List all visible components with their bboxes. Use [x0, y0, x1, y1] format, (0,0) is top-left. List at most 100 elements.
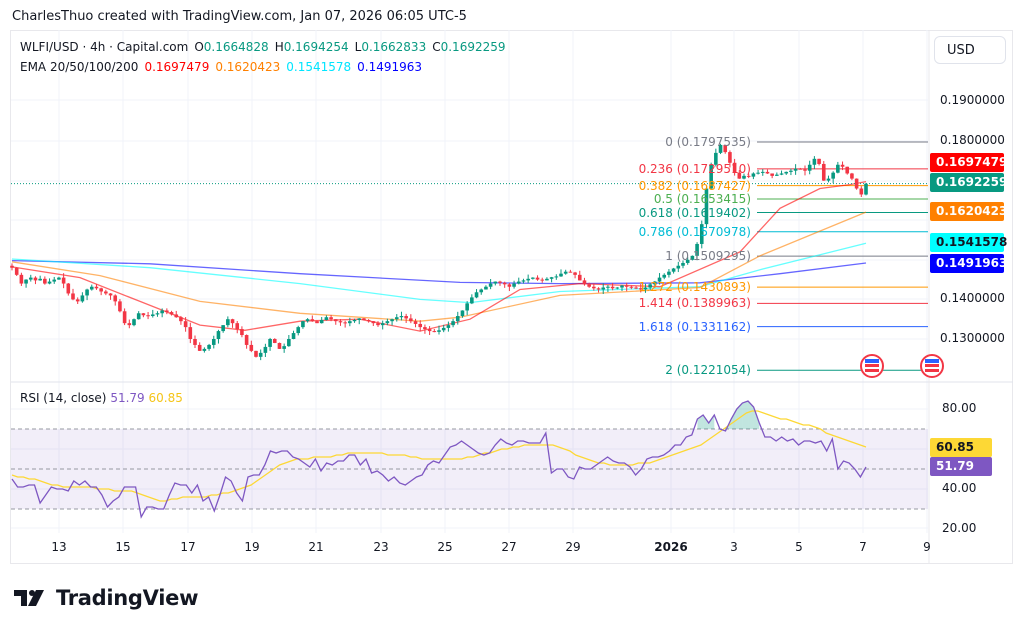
candle-body	[526, 278, 530, 281]
candle	[71, 288, 75, 301]
candle-body	[230, 319, 235, 324]
candle	[699, 220, 704, 249]
us-event-flag-icon[interactable]	[860, 354, 884, 378]
candle	[366, 319, 371, 323]
candle	[760, 169, 765, 176]
candle-body	[418, 323, 423, 328]
candle	[409, 314, 413, 324]
candle-body	[793, 168, 798, 171]
candle-body	[118, 301, 122, 312]
candle-body	[211, 339, 216, 345]
rsi-label[interactable]: RSI (14, close)	[20, 391, 107, 405]
candle-body	[559, 273, 563, 277]
candle	[390, 318, 394, 326]
candle	[235, 320, 240, 334]
candle-body	[324, 317, 329, 320]
candle	[329, 314, 333, 322]
time-axis-label: 25	[437, 540, 453, 554]
candle	[455, 311, 460, 325]
price-axis-label: 0.1400000	[940, 291, 1005, 306]
candle-body	[502, 282, 507, 285]
candle-body	[732, 162, 737, 173]
ema200-line	[11, 259, 867, 285]
candle	[742, 173, 746, 180]
candle	[803, 165, 807, 176]
candle	[268, 337, 272, 351]
candle	[85, 288, 89, 301]
rsi-axis-label: 20.00	[942, 521, 977, 535]
candle-body	[80, 295, 85, 302]
candle	[807, 160, 812, 175]
high-value: 0.1694254	[283, 40, 349, 54]
candle-body	[807, 164, 812, 171]
tradingview-logo[interactable]: TradingView	[14, 586, 198, 610]
candle	[75, 297, 80, 304]
candle	[352, 318, 357, 323]
candle	[99, 287, 103, 296]
candle-body	[352, 319, 357, 322]
candle	[845, 166, 850, 175]
candle-body	[714, 152, 718, 165]
candle	[24, 279, 28, 288]
candle	[479, 288, 484, 295]
candle	[657, 273, 662, 285]
candle	[587, 282, 591, 288]
candle-body	[441, 327, 446, 331]
candle-body	[136, 313, 141, 320]
candle-body	[127, 323, 132, 326]
candle-body	[244, 335, 249, 345]
candle	[662, 273, 667, 280]
candle	[465, 301, 469, 316]
candle	[531, 277, 535, 280]
candle-body	[357, 318, 362, 320]
candle-body	[549, 277, 554, 279]
candle-body	[291, 333, 296, 339]
candle	[601, 283, 606, 295]
symbol-label[interactable]: WLFI/USD · 4h · Capital.com	[20, 40, 189, 54]
candle	[770, 173, 774, 179]
candle	[690, 255, 695, 261]
ema100-tag: 0.1541578	[930, 233, 1007, 252]
fib-label-0.618: 0.618 (0.1619402)	[638, 205, 751, 220]
candle-body	[296, 327, 301, 334]
candle-body	[751, 173, 756, 177]
candle-body	[188, 327, 193, 339]
ema-label[interactable]: EMA 20/50/100/200	[20, 60, 139, 74]
candle-body	[193, 339, 197, 345]
candle	[230, 318, 235, 328]
ema20-tag: 0.1697479	[930, 153, 1007, 172]
time-axis-label: 27	[501, 540, 517, 554]
flag-stripe	[925, 364, 939, 367]
currency-button[interactable]: USD	[934, 36, 1006, 64]
us-event-flag-icon[interactable]	[920, 354, 944, 378]
fib-label-2: 2 (0.1221054)	[665, 363, 751, 378]
candle-body	[61, 277, 66, 284]
candle	[624, 282, 629, 292]
candle	[52, 276, 57, 284]
candle	[254, 350, 258, 358]
candle	[765, 169, 770, 174]
candle-body	[52, 279, 57, 282]
candle-body	[671, 268, 676, 272]
candle-body	[19, 274, 24, 284]
close-label: C	[432, 40, 441, 54]
candle	[193, 335, 197, 348]
candle	[667, 269, 671, 278]
candle-body	[821, 163, 826, 181]
fib-label-0.382: 0.382 (0.1687427)	[638, 178, 751, 193]
candle	[746, 173, 751, 179]
candle	[216, 329, 221, 344]
rsi-line	[11, 400, 867, 519]
candle-body	[704, 188, 709, 225]
candle	[348, 317, 352, 327]
candle-body	[432, 331, 437, 333]
candle-body	[272, 339, 277, 343]
candle-body	[89, 286, 94, 290]
candle-body	[366, 319, 371, 322]
candle	[526, 274, 530, 284]
candle-body	[812, 158, 817, 165]
candle	[488, 279, 493, 290]
candle-body	[28, 277, 33, 280]
candle-body	[681, 262, 685, 266]
